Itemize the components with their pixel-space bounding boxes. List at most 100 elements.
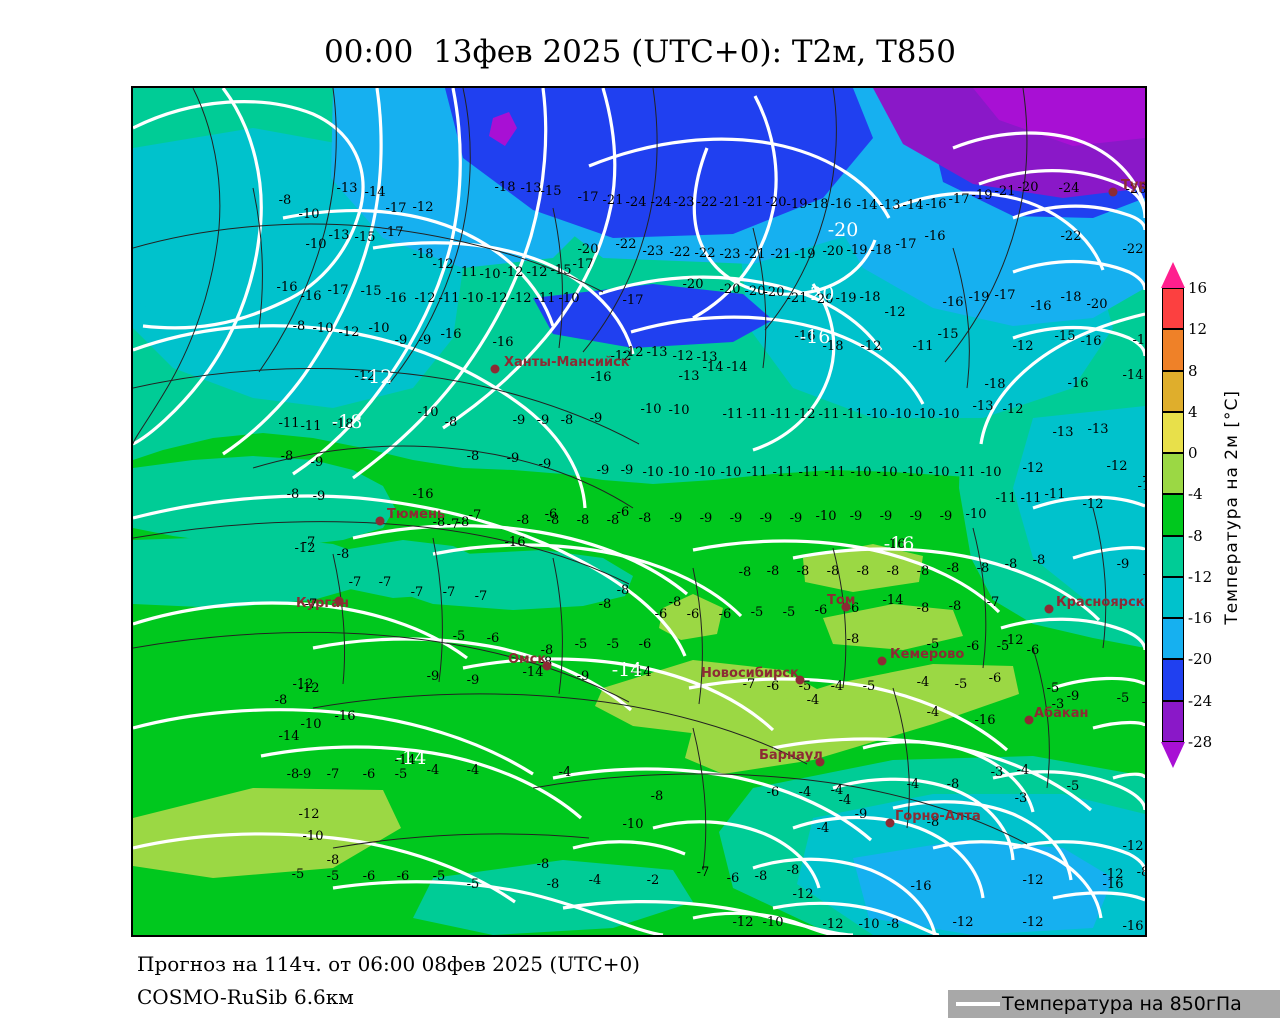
- t2m-value: -17: [623, 293, 644, 308]
- t2m-value: -21: [771, 247, 792, 262]
- t2m-value: -19: [836, 291, 857, 306]
- t2m-value: -4: [831, 783, 844, 798]
- t2m-value: -5: [433, 869, 446, 884]
- t2m-value: -17: [896, 237, 917, 252]
- t2m-value: -4: [559, 765, 572, 780]
- t2m-value: -6: [487, 631, 500, 646]
- t2m-value: -19: [972, 188, 993, 203]
- t2m-value: -8: [787, 863, 800, 878]
- t2m-value: -8: [517, 513, 530, 528]
- t2m-value: -11: [279, 416, 300, 431]
- weather-map[interactable]: -8 -10 -13 -14 -17 -12 -18 -13 -15 -17 -21 -24 -24 -2…: [131, 86, 1147, 937]
- t2m-value: -20: [578, 242, 599, 257]
- t2m-value: -12: [1023, 915, 1044, 930]
- admin-borders: [133, 88, 1107, 871]
- city-label: Абакан: [1034, 706, 1089, 721]
- t2m-value: -11: [771, 407, 792, 422]
- t2m-value: -12: [611, 349, 632, 364]
- temp-fill-m24-b: [533, 284, 773, 348]
- t2m-value: -8: [617, 583, 630, 598]
- t2m-value: -3: [1015, 791, 1028, 806]
- city-marker-dot[interactable]: [1108, 187, 1118, 197]
- city-marker-dot[interactable]: [885, 818, 895, 828]
- t2m-value: -12: [885, 305, 906, 320]
- t2m-value: -15: [938, 327, 959, 342]
- temp-fill-m12-e: [133, 536, 373, 608]
- t2m-value: -4: [917, 675, 930, 690]
- t2m-value: -18: [333, 417, 354, 432]
- t2m-value: -8: [887, 564, 900, 579]
- t2m-value: -10: [816, 509, 837, 524]
- city-marker-dot[interactable]: [334, 596, 344, 606]
- t2m-value: -16: [591, 370, 612, 385]
- t2m-value: -10: [369, 321, 390, 336]
- temp-fill-below-m28: [973, 88, 1145, 146]
- t2m-value: -8: [561, 413, 574, 428]
- t2m-value: -21: [787, 291, 808, 306]
- t2m-value: -11: [799, 465, 820, 480]
- t2m-value: -11: [535, 291, 556, 306]
- t2m-value: -11: [301, 419, 322, 434]
- t2m-value: -16: [1081, 334, 1102, 349]
- page-title: 00:00 13фев 2025 (UTC+0): T2м, T850: [324, 34, 956, 70]
- city-marker-dot[interactable]: [375, 516, 385, 526]
- t2m-value: -18: [871, 243, 892, 258]
- t2m-value: -7: [447, 517, 460, 532]
- t2m-value: -8: [827, 564, 840, 579]
- city-marker-dot[interactable]: [1044, 604, 1054, 614]
- t2m-value: -16: [885, 537, 906, 552]
- t2m-value: -9: [730, 511, 743, 526]
- city-marker-dot[interactable]: [815, 757, 825, 767]
- t2m-value: -10: [859, 917, 880, 932]
- t2m-value: -16: [831, 197, 852, 212]
- city-marker-dot[interactable]: [877, 656, 887, 666]
- t2m-value: -9: [880, 509, 893, 524]
- t2m-value: -9: [537, 413, 550, 428]
- t2m-value: -12: [1023, 461, 1044, 476]
- city-marker-dot[interactable]: [542, 661, 552, 671]
- city-marker-dot[interactable]: [841, 602, 851, 612]
- t2m-value: -4: [807, 693, 820, 708]
- colorbar-band-6: [1162, 494, 1184, 536]
- t2m-value: -16: [1031, 299, 1052, 314]
- t2m-value: -17: [328, 283, 349, 298]
- temp-fill-mtn-blue: [853, 840, 1113, 935]
- t2m-value: -10: [306, 237, 327, 252]
- t2m-value: -23: [643, 244, 664, 259]
- t2m-value: -3: [991, 765, 1004, 780]
- colorbar-band-9: [1162, 618, 1184, 660]
- t2m-value: -5: [292, 867, 305, 882]
- t2m-value: -22: [616, 237, 637, 252]
- t2m-value: -5: [607, 637, 620, 652]
- t2m-value: -10: [903, 465, 924, 480]
- temp-fill-sw-teal: [413, 860, 693, 935]
- colorbar-tick-6: -8: [1188, 526, 1203, 545]
- t2m-value: -12: [793, 887, 814, 902]
- city-label: Горно-Алта: [895, 809, 981, 824]
- city-marker-dot[interactable]: [795, 675, 805, 685]
- t2m-value: -6: [727, 871, 740, 886]
- t2m-value: -13: [647, 345, 668, 360]
- t2m-value: -13: [521, 181, 542, 196]
- city-label: Курган: [296, 596, 349, 611]
- t2m-value: -24: [651, 195, 672, 210]
- t2m-value: -4: [831, 679, 844, 694]
- t2m-value: -12: [861, 339, 882, 354]
- temp-fill-m12-d: [383, 550, 633, 610]
- t2m-value: -8: [1005, 557, 1018, 572]
- city-marker-dot[interactable]: [1024, 715, 1034, 725]
- city-marker-dot[interactable]: [490, 364, 500, 374]
- t2m-value: -21: [745, 247, 766, 262]
- t2m-value: -10: [299, 207, 320, 222]
- legend-line-swatch: [956, 1002, 1000, 1006]
- t850-value: -18: [332, 411, 363, 433]
- legend-label: Температура на 850гПа: [1002, 993, 1242, 1015]
- colorbar-band-7: [1162, 535, 1184, 577]
- t2m-value: -8: [669, 595, 682, 610]
- t2m-value: -13: [329, 228, 350, 243]
- t2m-value: -17: [573, 257, 594, 272]
- t2m-value: -12: [293, 677, 314, 692]
- t2m-value: -6: [967, 639, 980, 654]
- t850-value: -14: [396, 747, 427, 769]
- t2m-value: -14: [703, 360, 724, 375]
